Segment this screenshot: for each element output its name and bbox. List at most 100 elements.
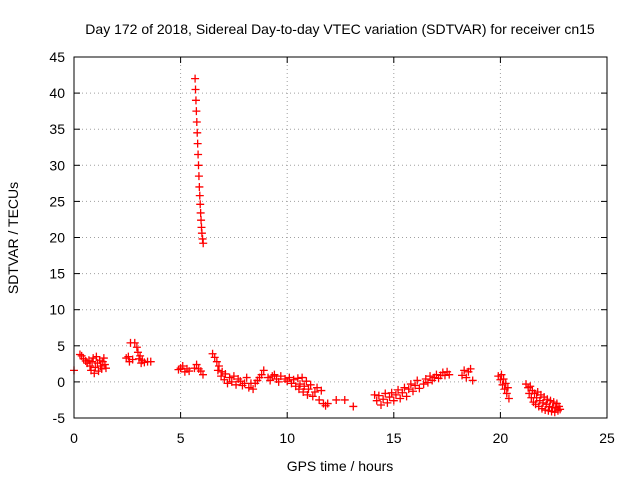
data-point (100, 360, 109, 369)
data-point (302, 377, 311, 386)
data-point (192, 360, 201, 369)
data-point (223, 379, 232, 388)
data-point (128, 355, 137, 364)
data-point (266, 376, 275, 385)
data-point (313, 383, 322, 392)
grid-lines (74, 57, 607, 418)
data-point (257, 370, 266, 379)
data-point (383, 398, 392, 407)
data-point (270, 370, 279, 379)
data-point (303, 390, 312, 399)
data-point (406, 380, 415, 389)
data-point (391, 390, 400, 399)
data-points (70, 74, 565, 417)
data-point (75, 350, 84, 359)
data-point (394, 385, 403, 394)
data-point (501, 379, 510, 388)
data-point (294, 385, 303, 394)
x-tick-label: 10 (279, 430, 295, 446)
data-point (340, 395, 349, 404)
data-point (196, 208, 205, 217)
data-point (289, 375, 298, 384)
data-point (212, 357, 221, 366)
data-point (194, 161, 203, 170)
data-point (195, 191, 204, 200)
y-tick-label: 15 (49, 266, 65, 282)
data-point (285, 373, 294, 382)
data-point (370, 390, 379, 399)
x-axis-label: GPS time / hours (287, 458, 394, 474)
data-point (213, 366, 222, 375)
data-point (195, 182, 204, 191)
data-point (468, 376, 477, 385)
data-point (259, 366, 268, 375)
data-point (88, 357, 97, 366)
data-point (199, 239, 208, 248)
data-point (315, 395, 324, 404)
data-point (385, 393, 394, 402)
data-point (374, 391, 383, 400)
y-tick-label: 25 (49, 193, 65, 209)
data-point (232, 380, 241, 389)
data-point (458, 371, 467, 380)
data-point (227, 377, 236, 386)
data-point (132, 343, 141, 352)
data-point (332, 395, 341, 404)
data-point (85, 362, 94, 371)
y-tick-label: 30 (49, 157, 65, 173)
data-point (372, 396, 381, 405)
data-point (323, 399, 332, 408)
data-point (504, 394, 513, 403)
chart-title: Day 172 of 2018, Sidereal Day-to-day VTE… (85, 21, 595, 37)
data-point (236, 377, 245, 386)
data-point (308, 392, 317, 401)
data-point (503, 383, 512, 392)
data-point (462, 373, 471, 382)
data-point (377, 401, 386, 410)
y-tick-label: 0 (57, 374, 65, 390)
data-point (192, 107, 201, 116)
data-point (411, 381, 420, 390)
data-point (419, 380, 428, 389)
x-tick-label: 5 (177, 430, 185, 446)
data-point (242, 373, 251, 382)
y-axis-label: SDTVAR / TECUs (5, 182, 21, 294)
data-point (276, 372, 285, 381)
data-point (402, 392, 411, 401)
data-point (146, 357, 155, 366)
data-point (196, 200, 205, 209)
data-point (379, 395, 388, 404)
data-point (502, 389, 511, 398)
data-point (460, 366, 469, 375)
data-point (214, 362, 223, 371)
data-point (556, 405, 565, 414)
data-point (191, 74, 200, 83)
data-point (225, 373, 234, 382)
data-point (97, 364, 106, 373)
data-point (210, 353, 219, 362)
data-point (136, 351, 145, 360)
data-point (398, 388, 407, 397)
data-point (304, 385, 313, 394)
data-point (413, 376, 422, 385)
data-point (404, 385, 413, 394)
data-point (124, 352, 133, 361)
x-tick-label: 15 (386, 430, 402, 446)
y-tick-label: 40 (49, 85, 65, 101)
data-point (349, 402, 358, 411)
data-point (185, 367, 194, 376)
data-point (499, 375, 508, 384)
data-point (178, 362, 187, 371)
data-point (426, 372, 435, 381)
y-tick-label: 5 (57, 338, 65, 354)
data-point (298, 373, 307, 382)
data-point (244, 383, 253, 392)
y-tick-label: 20 (49, 230, 65, 246)
x-tick-label: 25 (599, 430, 615, 446)
data-point (191, 96, 200, 105)
data-point (193, 139, 202, 148)
data-point (387, 388, 396, 397)
data-point (299, 388, 308, 397)
